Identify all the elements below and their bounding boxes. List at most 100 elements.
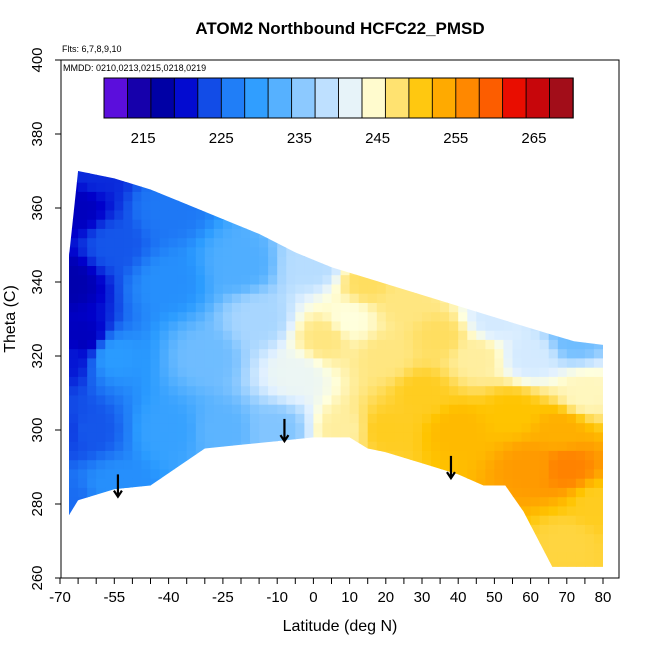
heatmap-cell xyxy=(295,468,305,479)
heatmap-cell xyxy=(295,441,305,451)
heatmap-cell xyxy=(150,487,161,498)
heatmap-cell xyxy=(394,182,405,192)
heatmap-cell xyxy=(159,385,170,396)
heatmap-cell xyxy=(349,496,360,507)
heatmap-cell xyxy=(123,394,133,405)
heatmap-cell xyxy=(476,302,486,313)
heatmap-cell xyxy=(467,376,477,387)
heatmap-cell xyxy=(87,209,97,220)
heatmap-cell xyxy=(467,496,477,507)
heatmap-cell xyxy=(123,413,133,424)
heatmap-cell xyxy=(286,413,296,424)
heatmap-cell xyxy=(141,182,152,192)
heatmap-cell xyxy=(186,422,197,433)
heatmap-cell xyxy=(105,274,115,285)
heatmap-cell xyxy=(485,246,496,257)
y-tick-label: 260 xyxy=(29,565,46,590)
heatmap-cell xyxy=(566,200,577,211)
heatmap-cell xyxy=(69,487,79,498)
heatmap-cell xyxy=(376,209,387,220)
heatmap-cell xyxy=(494,256,504,266)
heatmap-cell xyxy=(96,191,106,202)
heatmap-cell xyxy=(548,357,559,368)
heatmap-cell xyxy=(241,200,251,211)
heatmap-cell xyxy=(168,172,179,183)
x-tick-label: -70 xyxy=(49,589,71,606)
heatmap-cell xyxy=(503,200,514,211)
heatmap-cell xyxy=(331,487,342,498)
heatmap-cell xyxy=(168,505,179,516)
heatmap-cell xyxy=(322,459,333,470)
heatmap-cell xyxy=(114,515,124,525)
heatmap-cell xyxy=(186,533,197,544)
heatmap-cell xyxy=(349,339,360,350)
heatmap-cell xyxy=(69,552,79,562)
heatmap-cell xyxy=(150,171,161,174)
heatmap-cell xyxy=(87,376,97,387)
heatmap-cell xyxy=(485,172,496,183)
heatmap-cell xyxy=(150,542,161,553)
heatmap-cell xyxy=(304,256,314,266)
heatmap-cell xyxy=(313,441,324,451)
heatmap-cell xyxy=(349,394,360,405)
heatmap-cell xyxy=(96,441,106,451)
heatmap-cell xyxy=(521,311,532,322)
heatmap-cell xyxy=(431,542,441,553)
heatmap-cell xyxy=(241,441,251,451)
heatmap-cell xyxy=(566,376,577,387)
heatmap-cell xyxy=(195,200,206,211)
heatmap-cell xyxy=(277,219,287,229)
heatmap-cell xyxy=(331,246,342,257)
heatmap-cell xyxy=(358,191,369,202)
heatmap-cell xyxy=(403,357,414,368)
heatmap-cell xyxy=(259,441,269,451)
heatmap-cell xyxy=(186,404,197,414)
heatmap-cell xyxy=(213,422,224,433)
heatmap-cell xyxy=(331,171,342,174)
heatmap-cell xyxy=(69,172,79,183)
heatmap-cell xyxy=(295,431,305,442)
heatmap-cell xyxy=(69,339,79,350)
heatmap-cell xyxy=(412,320,423,331)
heatmap-cell xyxy=(431,357,441,368)
heatmap-cell xyxy=(494,450,504,461)
heatmap-cell xyxy=(304,431,314,442)
heatmap-cell xyxy=(241,505,251,516)
heatmap-cell xyxy=(530,385,541,396)
heatmap-cell xyxy=(494,404,504,414)
heatmap-cell xyxy=(69,394,79,405)
heatmap-cell xyxy=(512,367,523,377)
heatmap-cell xyxy=(295,339,305,350)
heatmap-cell xyxy=(96,320,106,331)
colorbar-swatch xyxy=(291,77,316,119)
heatmap-cell xyxy=(412,200,423,211)
heatmap-cell xyxy=(476,171,486,174)
heatmap-cell xyxy=(213,533,224,544)
heatmap-cell xyxy=(69,265,79,276)
heatmap-cell xyxy=(213,191,224,202)
heatmap-cell xyxy=(304,524,314,535)
heatmap-cell xyxy=(105,191,115,202)
heatmap-cell xyxy=(259,515,269,525)
heatmap-cell xyxy=(548,478,559,488)
heatmap-cell xyxy=(123,487,133,498)
heatmap-cell xyxy=(349,533,360,544)
heatmap-cell xyxy=(503,172,514,183)
heatmap-cell xyxy=(231,357,242,368)
heatmap-cell xyxy=(277,191,287,202)
heatmap-cell xyxy=(340,182,351,192)
heatmap-cell xyxy=(440,246,450,257)
heatmap-cell xyxy=(186,191,197,202)
heatmap-cell xyxy=(114,478,124,488)
heatmap-cell xyxy=(322,413,333,424)
heatmap-cell xyxy=(304,552,314,562)
heatmap-cell xyxy=(222,376,233,387)
heatmap-cell xyxy=(449,302,459,313)
heatmap-cell xyxy=(412,487,423,498)
heatmap-cell xyxy=(277,542,287,553)
heatmap-cell xyxy=(467,459,477,470)
heatmap-cell xyxy=(78,283,88,294)
heatmap-cell xyxy=(557,431,568,442)
heatmap-cell xyxy=(141,228,152,239)
heatmap-cell xyxy=(150,468,161,479)
